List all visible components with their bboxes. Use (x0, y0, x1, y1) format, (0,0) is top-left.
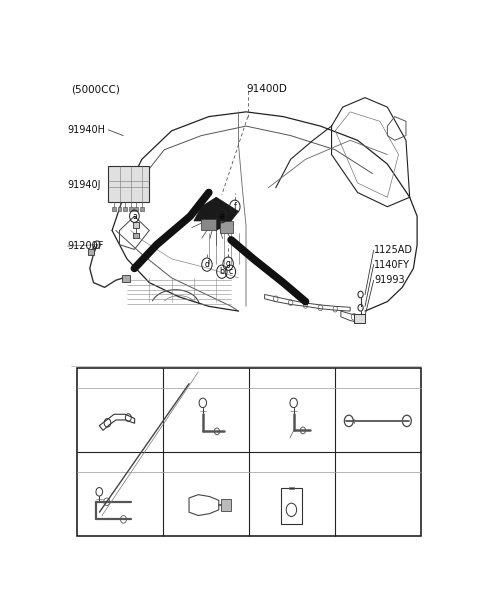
Bar (88, 249, 94, 255)
Text: 1140FY: 1140FY (85, 479, 113, 484)
Text: 91200T: 91200T (341, 369, 372, 378)
Text: 1140FY: 1140FY (282, 392, 309, 398)
Text: a: a (132, 212, 137, 221)
Text: 91991: 91991 (117, 462, 143, 471)
Text: c: c (255, 375, 259, 383)
Bar (140, 207, 144, 211)
Text: d: d (204, 260, 209, 269)
Text: 91200T: 91200T (372, 369, 404, 378)
Text: g: g (226, 259, 230, 268)
Text: 91991: 91991 (120, 493, 144, 500)
Bar (122, 275, 130, 282)
Bar (202, 219, 216, 230)
Text: f: f (169, 459, 172, 468)
Text: 1140FY: 1140FY (115, 453, 145, 462)
Text: 91834: 91834 (115, 373, 142, 383)
Text: f: f (233, 202, 236, 211)
Text: 91971B: 91971B (198, 438, 227, 444)
Polygon shape (194, 197, 239, 230)
Text: 91971E: 91971E (275, 436, 303, 442)
Text: e: e (219, 212, 224, 221)
Bar (118, 207, 121, 211)
Text: b: b (168, 375, 173, 383)
Text: 1140FY: 1140FY (374, 259, 410, 270)
Bar (112, 207, 116, 211)
Text: 1140FY: 1140FY (188, 392, 216, 398)
Text: 1125AD: 1125AD (374, 245, 413, 256)
Bar (129, 207, 132, 211)
Bar (220, 221, 233, 233)
Bar (132, 222, 139, 228)
Text: 1140FY: 1140FY (287, 369, 318, 378)
Bar (289, 487, 294, 490)
Text: 1140FY: 1140FY (201, 369, 231, 378)
Text: c: c (228, 267, 232, 276)
Text: 91860F: 91860F (341, 378, 372, 387)
Bar (221, 500, 231, 511)
Bar (114, 515, 144, 522)
Polygon shape (108, 444, 156, 472)
Text: 91971B: 91971B (200, 378, 232, 387)
Text: 91526B: 91526B (284, 458, 316, 467)
Bar (133, 233, 139, 238)
Text: e: e (83, 459, 87, 468)
Polygon shape (108, 444, 156, 510)
Bar (134, 207, 138, 211)
Text: a: a (83, 375, 87, 383)
Bar (77, 368, 421, 537)
Text: 91860F: 91860F (372, 378, 404, 387)
Bar (354, 314, 365, 323)
Bar (123, 207, 127, 211)
Bar (108, 166, 149, 202)
Text: 91400D: 91400D (246, 84, 287, 94)
Text: 91585B: 91585B (198, 458, 230, 467)
Text: b: b (219, 267, 224, 276)
Text: d: d (341, 375, 346, 383)
Text: 91993: 91993 (374, 275, 405, 285)
Text: 91940H: 91940H (67, 125, 106, 135)
Bar (281, 488, 302, 524)
Text: g: g (254, 459, 259, 468)
Text: 91971E: 91971E (286, 378, 318, 387)
Text: 91200F: 91200F (67, 241, 104, 251)
Text: (5000CC): (5000CC) (71, 84, 120, 94)
Text: 91940J: 91940J (67, 180, 101, 190)
